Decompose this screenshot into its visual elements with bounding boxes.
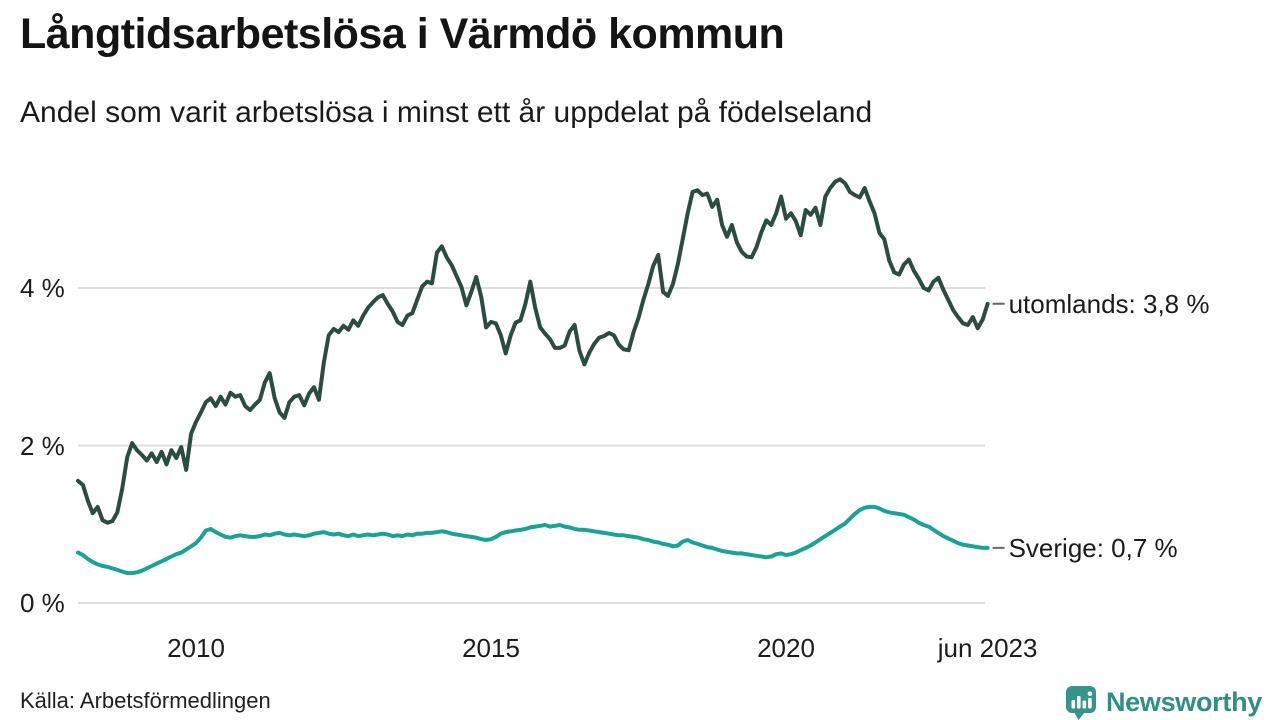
- y-tick-label-4%: 4 %: [20, 273, 65, 303]
- y-tick-label-2%: 2 %: [20, 430, 65, 461]
- y-tick-label-0%: 0 %: [20, 588, 65, 618]
- series-line-utomlands: [76, 177, 990, 525]
- x-tick-label-jun-2023: jun 2023: [937, 633, 1038, 663]
- series-value-label-Sverige: Sverige: 0,7 %: [1008, 532, 1178, 563]
- x-tick-label-2020: 2020: [757, 633, 815, 663]
- source-note: Källa: Arbetsförmedlingen: [20, 688, 271, 713]
- series-line-Sverige: [76, 504, 990, 576]
- newsworthy-wordmark: Newsworthy: [1105, 687, 1262, 717]
- chart-subtitle: Andel som varit arbetslösa i minst ett å…: [20, 96, 873, 129]
- chart-title: Långtidsarbetslösa i Värmdö kommun: [20, 10, 785, 58]
- series-value-label-utomlands: utomlands: 3,8 %: [1008, 288, 1210, 319]
- x-tick-label-2015: 2015: [462, 633, 520, 663]
- newsworthy-branding: Newsworthy: [1065, 685, 1262, 720]
- newsworthy-logo-icon: [1065, 686, 1096, 720]
- x-tick-label-2010: 2010: [167, 633, 225, 663]
